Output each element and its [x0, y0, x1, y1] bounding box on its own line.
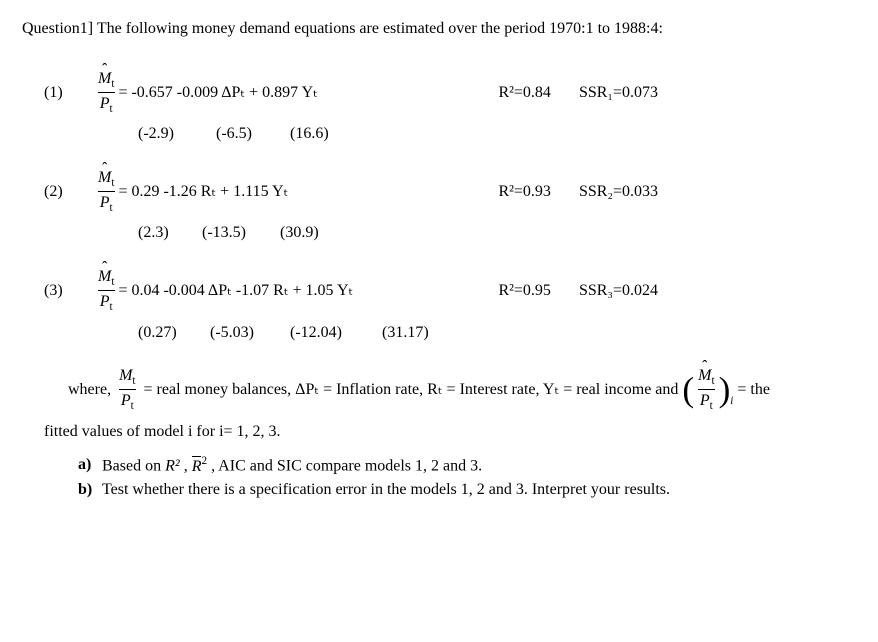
eq3-lhs-fraction: Mt Pt [96, 266, 116, 316]
eq2-lhs-fraction: Mt Pt [96, 167, 116, 217]
equation-1: (1) Mt Pt = -0.657 -0.009 ΔPₜ + 0.897 Yₜ… [22, 68, 856, 145]
eq3-number: (3) [44, 280, 94, 302]
where-definition: where, Mt Pt = real money balances, ΔPₜ … [68, 365, 856, 415]
eq2-r2: R²=0.93 [498, 181, 551, 203]
part-b-text: Test whether there is a specification er… [102, 479, 670, 501]
question-title: Question1] The following money demand eq… [22, 18, 856, 40]
where-text-2: = the [737, 379, 770, 401]
eq3-rhs: = 0.04 -0.004 ΔPₜ -1.07 Rₜ + 1.05 Yₜ [118, 280, 498, 302]
part-a-text: Based on R² , R2 , AIC and SIC compare m… [102, 454, 482, 477]
part-a-bullet: a) [78, 454, 102, 477]
eq3-r2: R²=0.95 [498, 280, 551, 302]
equation-3: (3) Mt Pt = 0.04 -0.004 ΔPₜ -1.07 Rₜ + 1… [22, 266, 856, 343]
eq1-number: (1) [44, 82, 94, 104]
fitted-line: fitted values of model i for i= 1, 2, 3. [44, 421, 856, 443]
eq2-number: (2) [44, 181, 94, 203]
eq2-rhs: = 0.29 -1.26 Rₜ + 1.115 Yₜ [118, 181, 498, 203]
fitted-values-symbol: ( Mt Pt )i [682, 365, 733, 415]
eq3-tstats: (0.27) (-5.03) (-12.04) (31.17) [94, 322, 856, 344]
eq1-rhs: = -0.657 -0.009 ΔPₜ + 0.897 Yₜ [118, 82, 498, 104]
eq3-ssr: SSR₃=0.024 [579, 280, 658, 302]
eq2-tstats: (2.3) (-13.5) (30.9) [94, 222, 856, 244]
where-text-1: = real money balances, ΔPₜ = Inflation r… [144, 379, 679, 401]
eq1-tstats: (-2.9) (-6.5) (16.6) [94, 123, 856, 145]
eq1-r2: R²=0.84 [498, 82, 551, 104]
part-b: b) Test whether there is a specification… [78, 479, 856, 501]
equation-2: (2) Mt Pt = 0.29 -1.26 Rₜ + 1.115 Yₜ R²=… [22, 167, 856, 244]
part-a: a) Based on R² , R2 , AIC and SIC compar… [78, 454, 856, 477]
real-money-fraction: Mt Pt [117, 365, 137, 415]
eq1-lhs-fraction: Mt Pt [96, 68, 116, 118]
eq1-ssr: SSR₁=0.073 [579, 82, 658, 104]
eq2-ssr: SSR₂=0.033 [579, 181, 658, 203]
sub-questions: a) Based on R² , R2 , AIC and SIC compar… [78, 454, 856, 501]
where-lead: where, [68, 379, 111, 401]
part-b-bullet: b) [78, 479, 102, 501]
